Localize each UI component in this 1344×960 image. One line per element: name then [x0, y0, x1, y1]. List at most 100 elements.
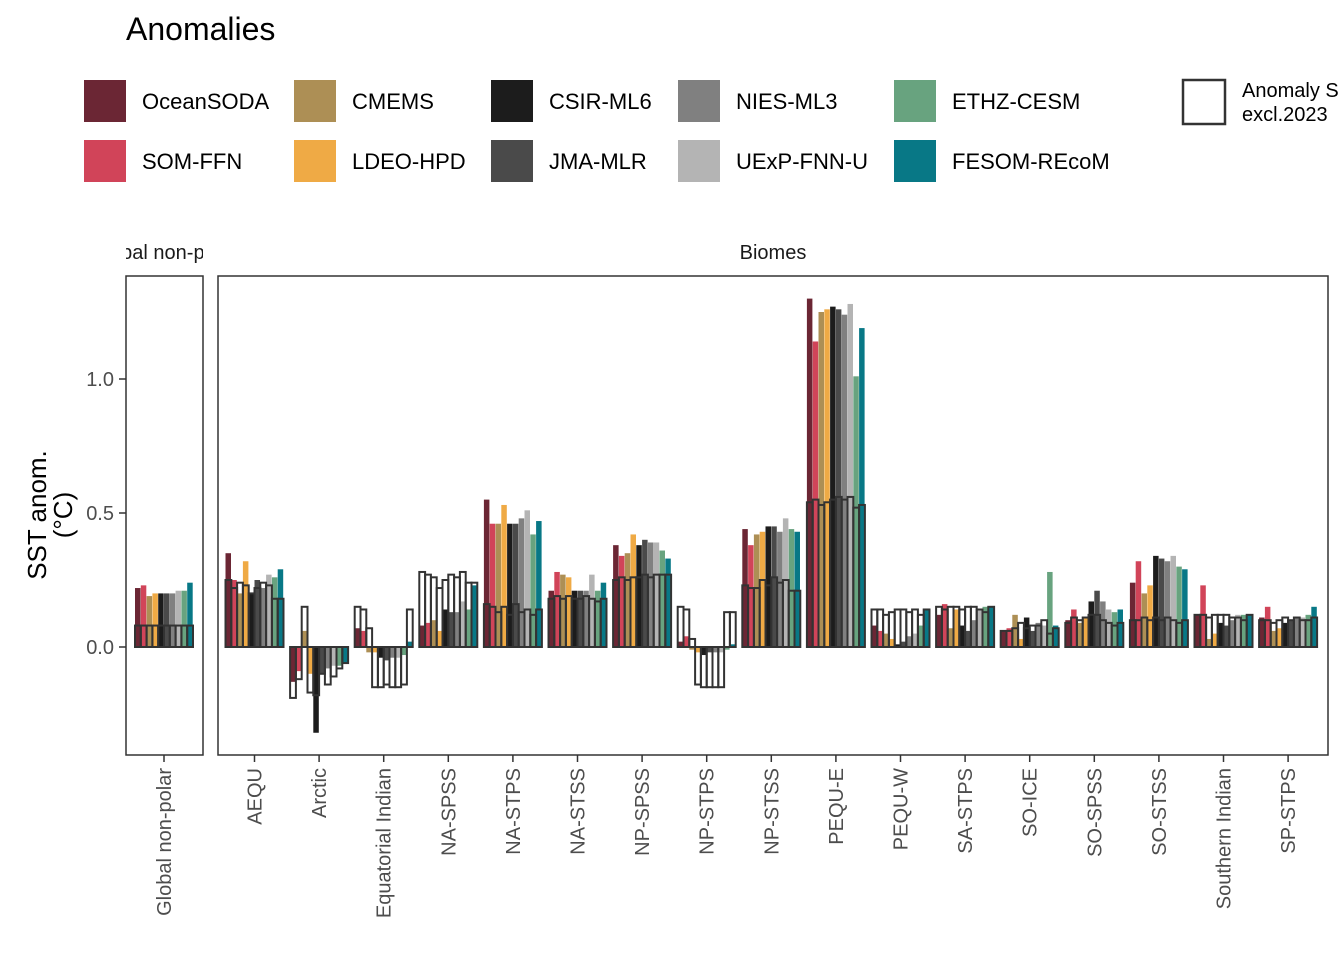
legend-outline-label-line1: Anomaly S	[1242, 80, 1339, 102]
legend-label-ethz-cesm: ETHZ-CESM	[952, 89, 1080, 114]
outline-bar-pequ-w-9	[922, 608, 931, 648]
bar-southern-indian-cmems	[1206, 638, 1212, 647]
bar-sa-stps-cmems	[947, 628, 954, 647]
bar-so-ice-oceansoda	[1000, 630, 1007, 647]
x-tick-label-pequ-e: PEQU-E	[826, 768, 848, 845]
bar-np-stps-ethz-cesm	[724, 647, 730, 650]
bar-so-spss-som-ffn	[1071, 609, 1077, 647]
bar-pequ-e-nies-ml3	[841, 314, 848, 647]
bar-arctic-cmems	[301, 630, 308, 647]
legend-swatch-uexp-fnn-u	[678, 140, 720, 182]
outline-bar-so-ice-9	[1051, 627, 1060, 648]
bar-so-ice-cmems	[1012, 614, 1018, 647]
bar-na-stss-nies-ml3	[583, 590, 589, 647]
bar-np-stss-jma-mlr	[771, 526, 777, 647]
bar-equatorial-indian-som-ffn	[360, 630, 366, 647]
bar-aequ-cmems	[237, 593, 243, 647]
bar-arctic-ethz-cesm	[336, 647, 342, 666]
x-tick-label-global-non-polar: Global non-polar	[154, 768, 176, 916]
bar-group-so-ice	[999, 571, 1060, 649]
bar-na-stps-csir-ml6	[507, 523, 513, 647]
legend-label-cmems: CMEMS	[352, 89, 434, 114]
y-tick-label-1: 0.5	[86, 503, 114, 525]
bar-np-spss-uexp-fnn-u	[653, 542, 660, 647]
bar-pequ-w-som-ffn	[877, 630, 883, 647]
bar-equatorial-indian-fesom-recom	[406, 641, 413, 647]
bar-na-stss-fesom-recom	[600, 582, 607, 647]
bar-so-spss-oceansoda	[1065, 620, 1071, 647]
legend-swatch-ldeo-hpd	[294, 140, 336, 182]
bar-pequ-e-ldeo-hpd	[824, 309, 830, 647]
bar-np-spss-ldeo-hpd	[630, 534, 636, 647]
bar-na-stss-ethz-cesm	[594, 590, 601, 647]
x-tick-label-pequ-w: PEQU-W	[891, 768, 913, 850]
outline-bar-global-non-polar-9	[186, 624, 194, 648]
y-tick-label-2: 1.0	[86, 369, 114, 391]
bar-na-stps-som-ffn	[489, 523, 496, 647]
bar-so-stss-uexp-fnn-u	[1170, 555, 1176, 647]
bar-pequ-w-csir-ml6	[894, 644, 901, 647]
y-axis-title-line1: SST anom.	[22, 450, 52, 580]
outline-bar-sp-stps-9	[1310, 616, 1319, 649]
y-axis-title-line2: (°C)	[48, 492, 78, 539]
plot-panels: Global non-polar Biomes Global non-polar AE…	[125, 242, 1329, 918]
bar-southern-indian-uexp-fnn-u	[1235, 614, 1241, 647]
bar-sp-stps-oceansoda	[1259, 617, 1265, 647]
bar-np-stps-nies-ml3	[712, 647, 718, 653]
outline-bar-equatorial-indian-9	[405, 608, 414, 648]
outline-bar-np-stps-2	[688, 637, 697, 649]
x-tick-label-aequ: AEQU	[245, 768, 267, 825]
bar-so-stss-som-ffn	[1135, 561, 1142, 647]
outline-bar-so-spss-9	[1116, 621, 1125, 649]
bar-southern-indian-jma-mlr	[1223, 625, 1229, 647]
bar-arctic-fesom-recom	[342, 647, 348, 664]
bar-np-stss-fesom-recom	[794, 531, 800, 647]
legend-swatch-oceansoda	[84, 80, 126, 122]
bar-aequ-nies-ml3	[260, 588, 266, 647]
outline-bar-np-stss-9	[793, 589, 802, 648]
x-tick-label-na-stss: NA-STSS	[568, 768, 590, 855]
bar-sp-stps-fesom-recom	[1311, 606, 1317, 647]
bar-np-stps-fesom-recom	[729, 644, 736, 647]
panel-strip-label-1: Biomes	[740, 242, 807, 264]
bar-global-non-polar-uexp-fnn-u	[175, 590, 182, 647]
outline-bar-sa-stps-9	[987, 605, 996, 648]
legend-swatch-jma-mlr	[491, 140, 533, 182]
bar-sa-stps-uexp-fnn-u	[976, 609, 983, 647]
bar-sp-stps-som-ffn	[1264, 606, 1271, 647]
bar-np-stps-som-ffn	[683, 636, 689, 647]
bar-np-stss-ldeo-hpd	[759, 531, 766, 647]
bar-na-spss-nies-ml3	[454, 612, 460, 647]
bar-pequ-w-cmems	[883, 633, 889, 647]
bar-group-equatorial-indian	[353, 605, 414, 689]
x-tick-label-equatorial-indian: Equatorial Indian	[374, 768, 396, 918]
bar-aequ-ethz-cesm	[271, 577, 278, 647]
x-tick-label-so-ice: SO-ICE	[1020, 768, 1042, 837]
bar-so-stss-oceansoda	[1129, 582, 1136, 647]
bar-so-stss-jma-mlr	[1158, 558, 1165, 647]
bar-equatorial-indian-ldeo-hpd	[372, 647, 378, 653]
bar-arctic-csir-ml6	[313, 647, 319, 733]
bar-na-stss-jma-mlr	[577, 590, 583, 647]
bar-sp-stps-uexp-fnn-u	[1299, 617, 1306, 647]
bar-np-stss-som-ffn	[748, 545, 754, 647]
bar-np-stps-cmems	[689, 647, 695, 650]
bar-na-stps-oceansoda	[483, 499, 490, 647]
bar-np-spss-jma-mlr	[642, 539, 648, 647]
bar-so-spss-csir-ml6	[1088, 601, 1094, 647]
bar-na-stss-cmems	[560, 574, 566, 647]
outline-bar-np-stps-1	[682, 608, 691, 648]
bar-equatorial-indian-nies-ml3	[389, 647, 395, 658]
bar-sp-stps-csir-ml6	[1282, 622, 1288, 647]
bar-aequ-som-ffn	[231, 580, 237, 647]
bar-so-stss-fesom-recom	[1182, 569, 1188, 647]
bar-so-ice-fesom-recom	[1052, 625, 1059, 647]
bar-np-stss-csir-ml6	[765, 526, 771, 647]
legend-swatch-som-ffn	[84, 140, 126, 182]
bar-na-spss-ldeo-hpd	[436, 630, 443, 647]
bar-na-spss-fesom-recom	[471, 585, 477, 647]
x-tick-label-np-stss: NP-STSS	[761, 768, 783, 855]
bar-na-stps-jma-mlr	[512, 523, 519, 647]
x-tick-label-so-stss: SO-STSS	[1149, 768, 1171, 856]
bar-na-spss-jma-mlr	[448, 612, 454, 647]
